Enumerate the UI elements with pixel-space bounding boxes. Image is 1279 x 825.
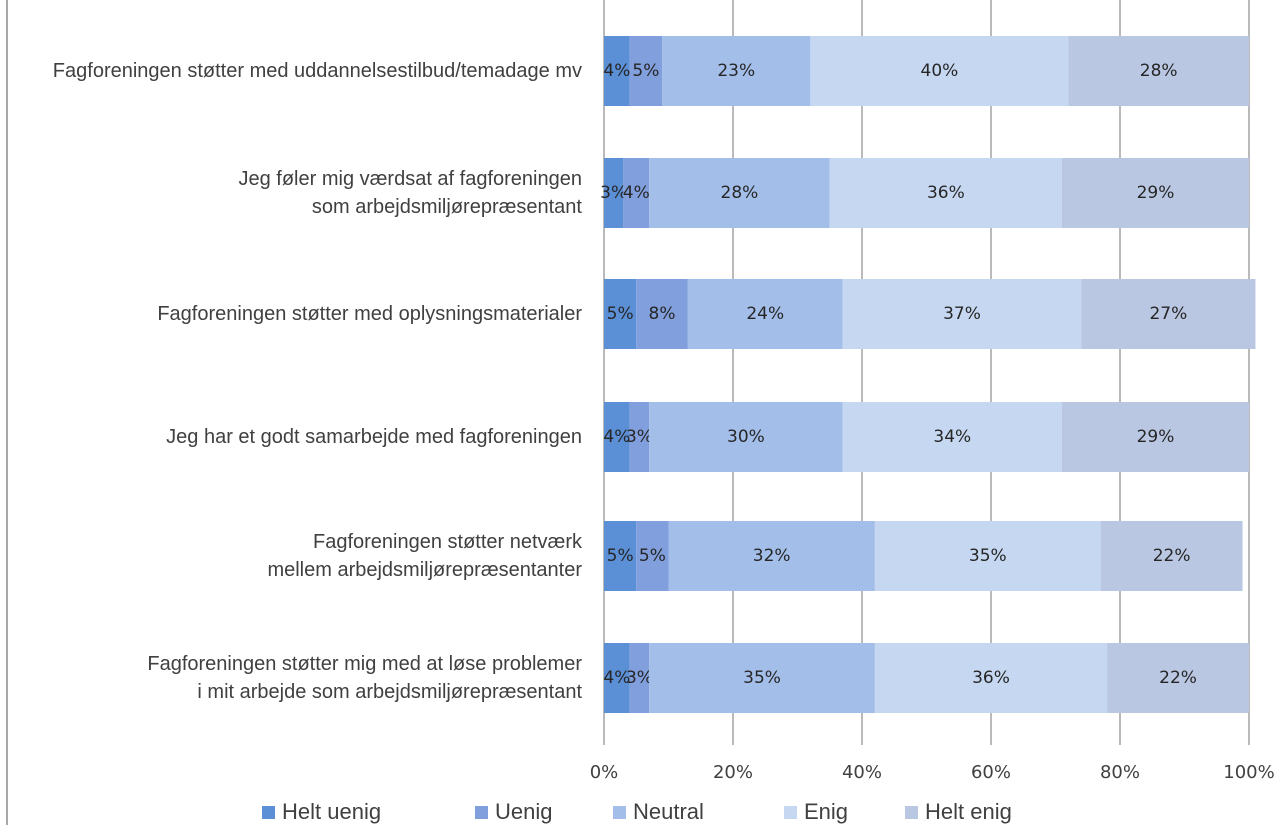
legend-swatch bbox=[784, 806, 797, 819]
bar-segment bbox=[604, 158, 624, 228]
legend-swatch bbox=[905, 806, 918, 819]
legend-swatch bbox=[262, 806, 275, 819]
data-label: 32% bbox=[753, 546, 791, 566]
data-label: 8% bbox=[649, 304, 676, 324]
bar-segment bbox=[604, 521, 637, 591]
bar-segment bbox=[874, 643, 1108, 713]
data-label: 3% bbox=[600, 183, 627, 203]
data-label: 34% bbox=[933, 427, 971, 447]
data-label: 37% bbox=[943, 304, 981, 324]
y-tick-label: Fagforeningen støtter med uddannelsestil… bbox=[52, 60, 582, 82]
bar-segment bbox=[604, 643, 630, 713]
data-label: 36% bbox=[972, 668, 1010, 688]
data-label: 4% bbox=[603, 427, 630, 447]
bar-segment bbox=[604, 36, 630, 106]
bar-segment bbox=[1100, 521, 1243, 591]
bar-segment bbox=[636, 279, 688, 349]
bar-segment bbox=[629, 402, 650, 472]
data-label: 5% bbox=[607, 546, 634, 566]
data-label: 22% bbox=[1153, 546, 1191, 566]
data-label: 29% bbox=[1137, 183, 1175, 203]
x-tick-label: 0% bbox=[590, 762, 619, 783]
data-label: 4% bbox=[603, 668, 630, 688]
legend-swatch bbox=[613, 806, 626, 819]
data-label: 27% bbox=[1149, 304, 1187, 324]
bar-segment bbox=[649, 402, 843, 472]
legend-label: Neutral bbox=[633, 799, 704, 824]
bar-segment bbox=[687, 279, 843, 349]
data-label: 5% bbox=[607, 304, 634, 324]
bar-segment bbox=[1061, 402, 1249, 472]
bar-segment bbox=[1081, 279, 1256, 349]
x-tick-label: 100% bbox=[1223, 762, 1274, 783]
data-label: 5% bbox=[639, 546, 666, 566]
bar-segment bbox=[810, 36, 1069, 106]
x-tick-label: 60% bbox=[971, 762, 1011, 783]
bar-segment bbox=[1107, 643, 1249, 713]
bar-segment bbox=[623, 158, 650, 228]
data-label: 35% bbox=[969, 546, 1007, 566]
legend-swatch bbox=[475, 806, 488, 819]
bar-segment bbox=[842, 279, 1082, 349]
data-label: 23% bbox=[717, 61, 755, 81]
data-label: 35% bbox=[743, 668, 781, 688]
bar-segment bbox=[649, 158, 830, 228]
data-label: 36% bbox=[927, 183, 965, 203]
x-tick-label: 40% bbox=[842, 762, 882, 783]
bar-segment bbox=[668, 521, 875, 591]
data-label: 4% bbox=[623, 183, 650, 203]
y-tick-label: Jeg har et godt samarbejde med fagforeni… bbox=[166, 426, 582, 448]
bar-segment bbox=[649, 643, 875, 713]
data-label: 30% bbox=[727, 427, 765, 447]
y-tick-label: Fagforeningen støtter netværk mellem arb… bbox=[267, 531, 582, 581]
bar-segment bbox=[842, 402, 1062, 472]
bar-segment bbox=[874, 521, 1101, 591]
legend-label: Helt enig bbox=[925, 799, 1012, 824]
bar-segment bbox=[1061, 158, 1249, 228]
bar-segment bbox=[636, 521, 669, 591]
data-label: 22% bbox=[1159, 668, 1197, 688]
data-label: 40% bbox=[921, 61, 959, 81]
bar-segment bbox=[604, 279, 637, 349]
data-label: 5% bbox=[632, 61, 659, 81]
legend-label: Enig bbox=[804, 799, 848, 824]
x-tick-label: 80% bbox=[1100, 762, 1140, 783]
bar-segment bbox=[629, 36, 663, 106]
legend-label: Helt uenig bbox=[282, 799, 381, 824]
legend-label: Uenig bbox=[495, 799, 552, 824]
data-label: 3% bbox=[626, 668, 653, 688]
bar-segment bbox=[662, 36, 811, 106]
bar-segment bbox=[604, 402, 630, 472]
data-label: 28% bbox=[1140, 61, 1178, 81]
data-label: 3% bbox=[626, 427, 653, 447]
y-tick-label: Jeg føler mig værdsat af fagforeningen s… bbox=[238, 168, 582, 218]
y-tick-label: Fagforeningen støtter med oplysningsmate… bbox=[157, 303, 582, 325]
bar-segment bbox=[1068, 36, 1249, 106]
bar-segment bbox=[629, 643, 650, 713]
data-label: 29% bbox=[1137, 427, 1175, 447]
data-label: 28% bbox=[721, 183, 759, 203]
x-tick-label: 20% bbox=[713, 762, 753, 783]
y-tick-label: Fagforeningen støtter mig med at løse pr… bbox=[147, 653, 582, 703]
data-label: 4% bbox=[603, 61, 630, 81]
data-label: 24% bbox=[746, 304, 784, 324]
bar-segment bbox=[829, 158, 1062, 228]
